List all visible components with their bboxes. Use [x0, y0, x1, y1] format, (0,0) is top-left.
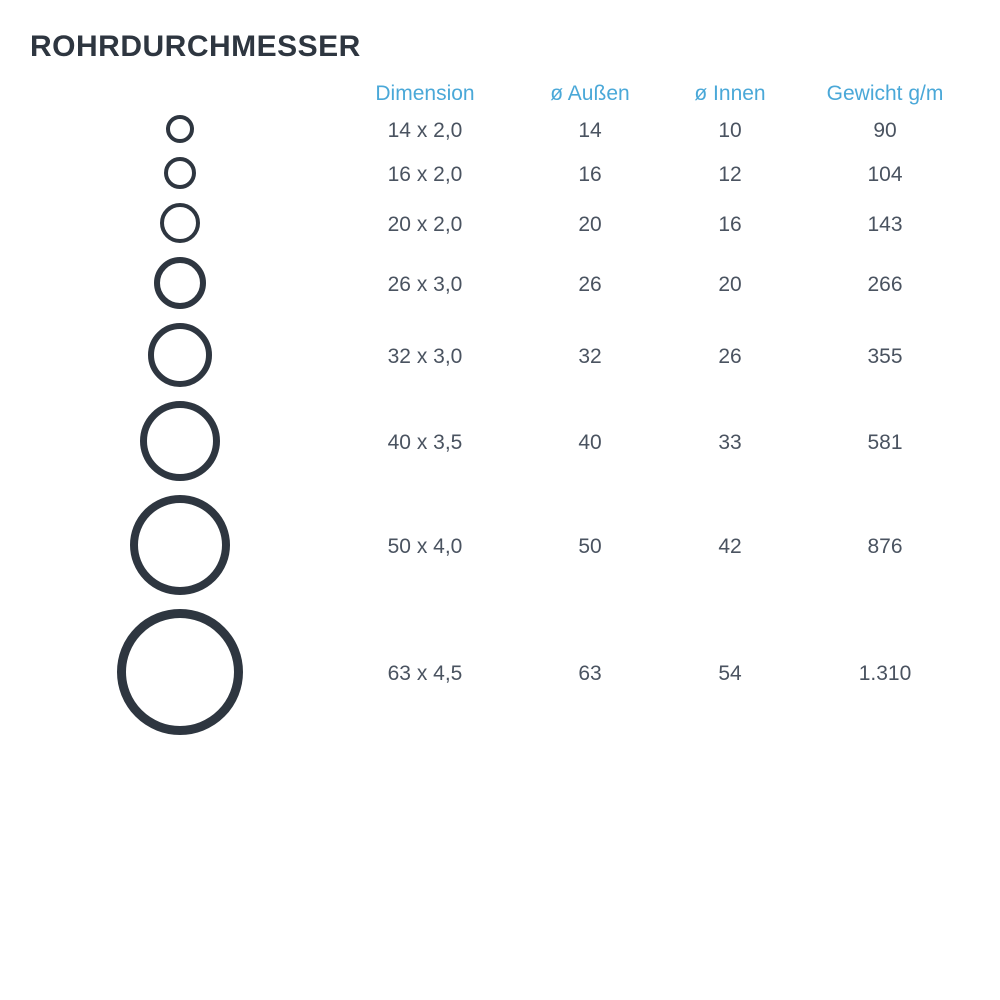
ring-diagram [148, 316, 212, 394]
ring-icon [166, 115, 194, 143]
cell-dimension: 40 x 3,5 [330, 431, 520, 455]
cell-dimension: 26 x 3,0 [330, 273, 520, 297]
page-title: ROHRDURCHMESSER [30, 30, 970, 64]
cell-dimension: 63 x 4,5 [330, 662, 520, 686]
table-row: 20 x 2,02016143 [330, 198, 970, 252]
ring-diagram [140, 394, 220, 488]
cell-innen: 26 [660, 345, 800, 369]
cell-innen: 42 [660, 535, 800, 559]
ring-diagram [130, 488, 230, 602]
rings-column [30, 78, 330, 744]
cell-gewicht: 1.310 [800, 662, 970, 686]
col-header-gewicht: Gewicht g/m [800, 82, 970, 106]
cell-gewicht: 266 [800, 273, 970, 297]
cell-aussen: 50 [520, 535, 660, 559]
col-header-innen: ø Innen [660, 82, 800, 106]
table-row: 50 x 4,05042876 [330, 490, 970, 604]
cell-gewicht: 143 [800, 213, 970, 237]
ring-diagram [160, 196, 200, 250]
ring-icon [164, 157, 196, 189]
cell-gewicht: 355 [800, 345, 970, 369]
col-header-dimension: Dimension [330, 82, 520, 106]
table-row: 63 x 4,563541.310 [330, 604, 970, 744]
table-row: 26 x 3,02620266 [330, 252, 970, 318]
ring-icon [117, 609, 243, 735]
cell-dimension: 20 x 2,0 [330, 213, 520, 237]
cell-gewicht: 104 [800, 163, 970, 187]
cell-aussen: 32 [520, 345, 660, 369]
cell-aussen: 63 [520, 662, 660, 686]
ring-icon [160, 203, 200, 243]
table-row: 32 x 3,03226355 [330, 318, 970, 396]
data-column: Dimension ø Außen ø Innen Gewicht g/m 14… [330, 78, 970, 744]
table-row: 14 x 2,0141090 [330, 110, 970, 152]
cell-dimension: 16 x 2,0 [330, 163, 520, 187]
ring-icon [140, 401, 220, 481]
ring-icon [130, 495, 230, 595]
content-area: Dimension ø Außen ø Innen Gewicht g/m 14… [30, 78, 970, 744]
col-header-aussen: ø Außen [520, 82, 660, 106]
table-body: 14 x 2,014109016 x 2,0161210420 x 2,0201… [330, 110, 970, 744]
cell-dimension: 50 x 4,0 [330, 535, 520, 559]
cell-innen: 33 [660, 431, 800, 455]
ring-diagram [117, 602, 243, 742]
cell-gewicht: 876 [800, 535, 970, 559]
cell-dimension: 32 x 3,0 [330, 345, 520, 369]
cell-innen: 54 [660, 662, 800, 686]
cell-aussen: 40 [520, 431, 660, 455]
ring-diagram [166, 108, 194, 150]
ring-icon [154, 257, 206, 309]
table-row: 16 x 2,01612104 [330, 152, 970, 198]
page: ROHRDURCHMESSER Dimension ø Außen ø Inne… [0, 0, 1000, 1000]
cell-aussen: 16 [520, 163, 660, 187]
ring-icon [148, 323, 212, 387]
ring-diagram [154, 250, 206, 316]
cell-gewicht: 90 [800, 119, 970, 143]
cell-innen: 16 [660, 213, 800, 237]
cell-dimension: 14 x 2,0 [330, 119, 520, 143]
cell-aussen: 26 [520, 273, 660, 297]
cell-aussen: 20 [520, 213, 660, 237]
cell-innen: 10 [660, 119, 800, 143]
cell-gewicht: 581 [800, 431, 970, 455]
table-row: 40 x 3,54033581 [330, 396, 970, 490]
cell-innen: 12 [660, 163, 800, 187]
cell-innen: 20 [660, 273, 800, 297]
table-header-row: Dimension ø Außen ø Innen Gewicht g/m [330, 78, 970, 110]
cell-aussen: 14 [520, 119, 660, 143]
ring-diagram [164, 150, 196, 196]
